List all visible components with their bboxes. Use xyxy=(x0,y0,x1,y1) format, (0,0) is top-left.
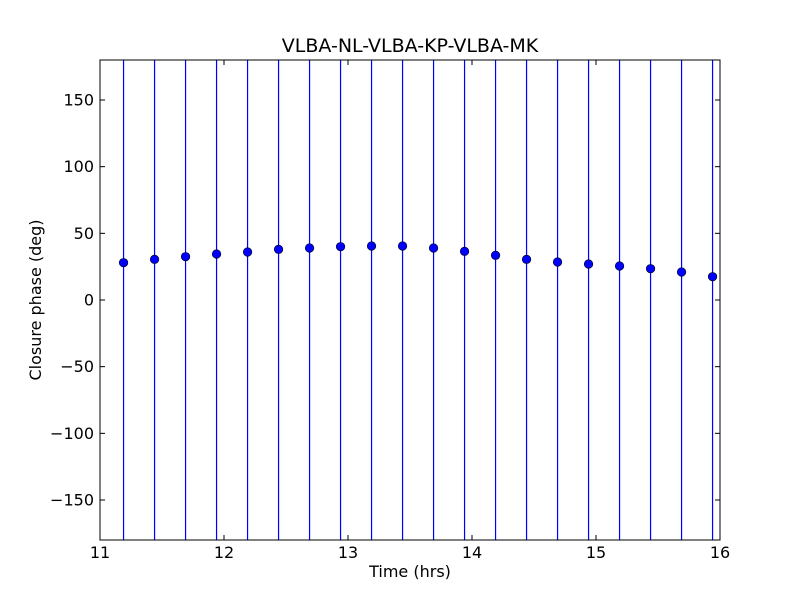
x-axis-label: Time (hrs) xyxy=(368,562,451,581)
x-tick-label: 13 xyxy=(338,543,358,562)
y-axis-label: Closure phase (deg) xyxy=(26,219,45,380)
data-point xyxy=(397,241,408,251)
x-tick-label: 16 xyxy=(710,543,730,562)
x-axis-ticks: 11 12 13 14 15 16 xyxy=(90,60,730,562)
error-bars xyxy=(122,60,714,540)
data-point xyxy=(273,244,284,254)
y-tick-label: 0 xyxy=(84,291,94,310)
chart-title: VLBA-NL-VLBA-KP-VLBA-MK xyxy=(282,35,539,57)
data-point xyxy=(242,247,253,257)
y-tick-label: −100 xyxy=(50,424,94,443)
data-point xyxy=(118,258,129,268)
data-point xyxy=(366,241,377,251)
data-point xyxy=(428,243,439,253)
data-point xyxy=(459,246,470,256)
data-point xyxy=(304,243,315,253)
data-point xyxy=(521,254,532,264)
data-markers xyxy=(118,241,718,282)
y-tick-label: 150 xyxy=(63,91,94,110)
data-point xyxy=(552,257,563,267)
y-axis-ticks: −150 −100 −50 0 50 100 150 xyxy=(50,91,720,510)
y-tick-label: −50 xyxy=(60,357,94,376)
data-point xyxy=(614,261,625,271)
x-tick-label: 12 xyxy=(214,543,234,562)
data-point xyxy=(707,272,718,282)
data-point xyxy=(490,250,501,260)
data-point xyxy=(645,264,656,274)
y-tick-label: 100 xyxy=(63,157,94,176)
y-tick-label: 50 xyxy=(74,224,94,243)
data-point xyxy=(149,254,160,264)
data-point xyxy=(583,259,594,269)
x-tick-label: 11 xyxy=(90,543,110,562)
data-point xyxy=(335,242,346,252)
x-tick-label: 15 xyxy=(586,543,606,562)
y-tick-label: −150 xyxy=(50,491,94,510)
data-point xyxy=(211,249,222,259)
x-tick-label: 14 xyxy=(462,543,482,562)
data-point xyxy=(676,267,687,277)
data-point xyxy=(180,252,191,262)
